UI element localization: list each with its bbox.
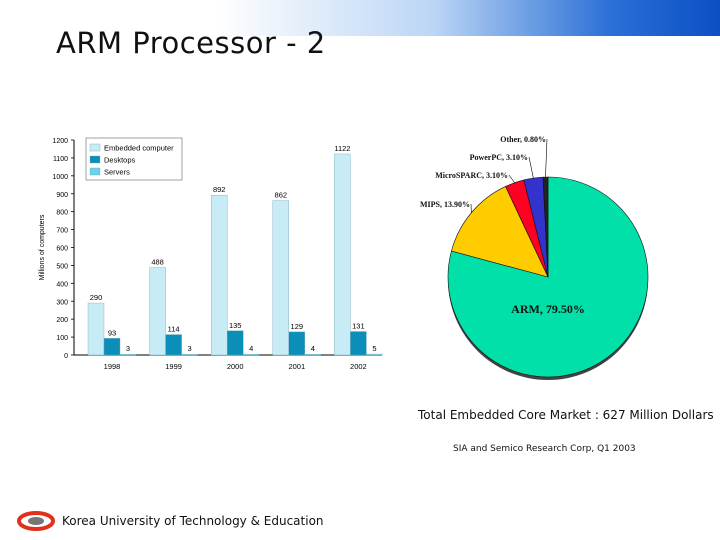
y-tick-label: 400 [56, 281, 68, 288]
bar-value-label: 5 [372, 344, 376, 353]
bar-chart: 0 100 200 300 400 500 600 700 800 900 1000 1100 1200… [39, 137, 383, 371]
x-tick-label: 1999 [165, 362, 182, 371]
legend-label: Servers [104, 168, 130, 177]
bar [226, 330, 244, 356]
bar-value-label: 488 [151, 258, 164, 267]
pie-slice-label: Other, 0.80% [500, 135, 546, 144]
pie-leader-line [528, 156, 534, 179]
legend: Embedded computer Desktops Servers [85, 137, 183, 181]
pie-chart: ARM, 79.50% MIPS, 13.90% MicroSPARC, 3.10%… [420, 135, 649, 380]
bar [350, 331, 367, 356]
bar [288, 331, 305, 356]
bar [103, 338, 121, 356]
bar-value-label: 290 [90, 293, 103, 302]
y-tick-label: 1100 [53, 156, 68, 163]
bar-value-label: 129 [291, 322, 304, 331]
legend-swatch [89, 143, 101, 152]
y-tick-label: 600 [56, 246, 68, 253]
bar-value-label: 135 [229, 321, 242, 330]
y-tick-label: 800 [56, 210, 68, 217]
legend-box [85, 137, 183, 181]
bar [210, 194, 228, 356]
legend-swatch [89, 155, 101, 164]
legend-swatch [89, 167, 101, 176]
footer-text: Korea University of Technology & Educati… [62, 514, 324, 528]
bar-value-label: 4 [311, 344, 315, 353]
market-caption: Total Embedded Core Market : 627 Million… [418, 408, 714, 422]
x-tick-label: 1998 [104, 362, 121, 371]
bar-value-label: 1122 [334, 144, 350, 153]
pie-slice [451, 186, 549, 278]
y-tick-label: 200 [56, 317, 68, 324]
source-note: SIA and Semico Research Corp, Q1 2003 [453, 444, 636, 454]
pie-leader-line [508, 174, 515, 183]
pie-slice [542, 176, 549, 278]
pie-slice-label: MIPS, 13.90% [420, 200, 470, 209]
university-logo-icon [17, 511, 55, 531]
y-tick-label: 700 [56, 228, 68, 235]
x-tick-label: 2001 [288, 362, 305, 371]
bar [119, 353, 137, 356]
bar [181, 353, 198, 356]
y-tick-label: 0 [64, 353, 68, 360]
y-tick-label: 500 [56, 263, 68, 270]
pie-leader-line [545, 138, 548, 178]
y-tick-label: 900 [56, 192, 68, 199]
bar [304, 353, 321, 356]
x-tick-label: 2000 [227, 362, 244, 371]
pie-slice-label: PowerPC, 3.10% [470, 153, 528, 162]
bar [272, 200, 290, 356]
bar [242, 353, 260, 356]
slide-title: ARM Processor - 2 [56, 26, 326, 60]
bar [149, 267, 166, 356]
x-tick-label: 2002 [350, 362, 367, 371]
bar-value-label: 114 [168, 325, 180, 334]
bar-value-label: 131 [352, 322, 365, 331]
y-tick-label: 1200 [52, 138, 68, 145]
bar-value-label: 4 [249, 344, 253, 353]
header-band [0, 0, 720, 36]
bar [165, 334, 182, 356]
bar [334, 153, 351, 356]
y-axis-label: Millions of computers [39, 214, 46, 280]
bar-value-label: 93 [108, 328, 116, 337]
bar-value-label: 862 [275, 191, 288, 200]
bar-value-label: 3 [126, 344, 130, 353]
bar [366, 353, 383, 356]
pie-slice-label: MicroSPARC, 3.10% [435, 171, 508, 180]
legend-label: Embedded computer [104, 144, 174, 153]
y-tick-label: 300 [56, 299, 68, 306]
y-tick-label: 1000 [52, 174, 68, 181]
pie-slice-label: ARM, 79.50% [511, 302, 585, 316]
bar-value-label: 892 [213, 185, 226, 194]
y-tick-label: 100 [56, 335, 68, 342]
bar [87, 302, 105, 356]
bar-value-label: 3 [188, 344, 192, 353]
legend-label: Desktops [104, 156, 136, 165]
